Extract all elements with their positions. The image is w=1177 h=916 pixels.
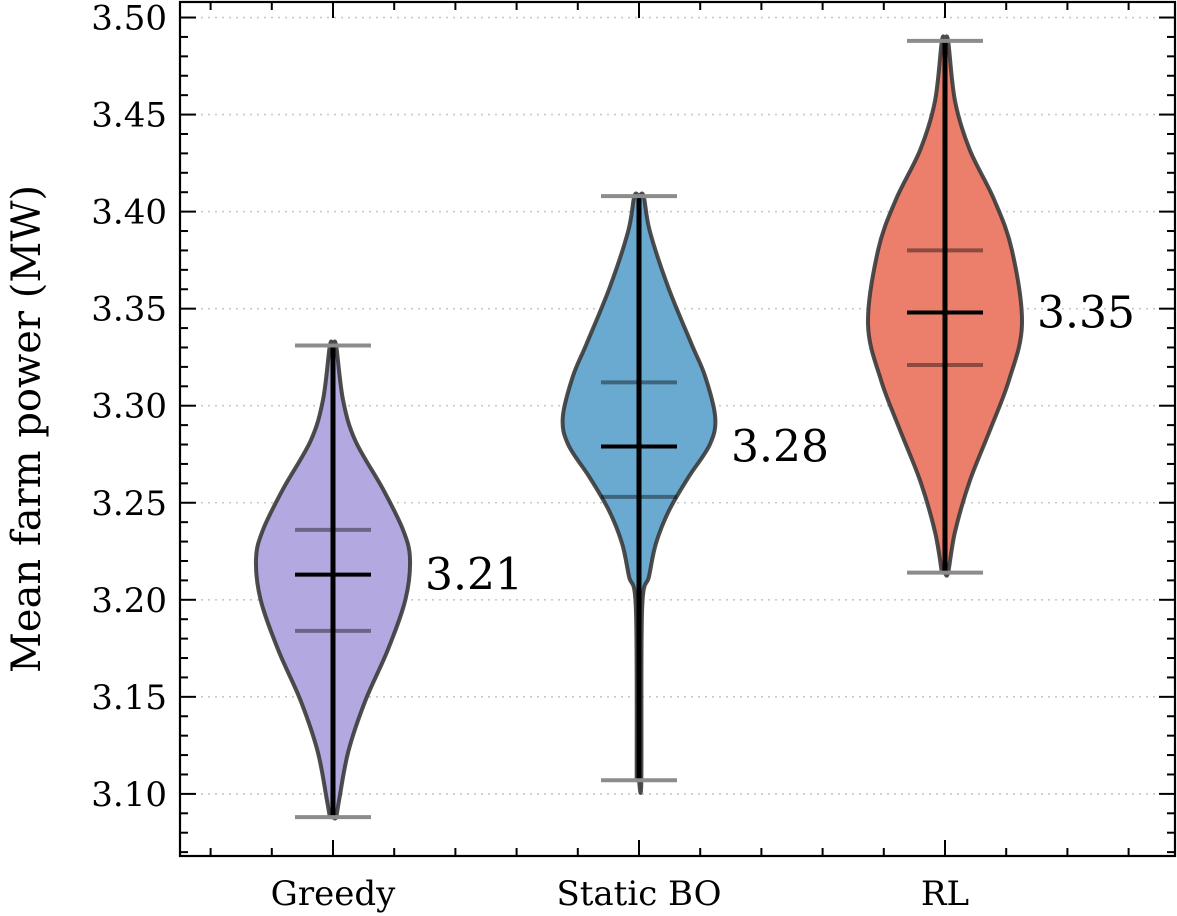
- x-tick-labels: Greedy Static BO RL: [271, 874, 969, 914]
- y-tick-label: 3.45: [91, 96, 167, 136]
- x-tick-label: Static BO: [556, 874, 721, 914]
- median-annotations: 3.21 3.28 3.35: [425, 288, 1135, 601]
- y-tick-label: 3.25: [91, 484, 167, 524]
- median-annotation: 3.35: [1037, 288, 1135, 339]
- y-tick-label: 3.50: [91, 0, 167, 39]
- y-tick-label: 3.35: [91, 290, 167, 330]
- y-tick-label: 3.40: [91, 193, 167, 233]
- y-tick-label: 3.10: [91, 775, 167, 815]
- median-annotation: 3.21: [425, 550, 523, 601]
- y-tick-label: 3.30: [91, 387, 167, 427]
- x-tick-label: RL: [921, 874, 969, 914]
- x-tick-label: Greedy: [271, 874, 396, 914]
- y-tick-labels: 3.10 3.15 3.20 3.25 3.30 3.35 3.40 3.45 3.50: [91, 0, 167, 815]
- axis-ticks: [180, 2, 1175, 856]
- plot-frame: [178, 0, 1177, 858]
- violin-statistics: [295, 38, 983, 820]
- y-tick-label: 3.20: [91, 581, 167, 621]
- median-annotation: 3.28: [731, 421, 829, 472]
- y-tick-label: 3.15: [91, 678, 167, 718]
- y-axis-label: Mean farm power (MW): [4, 185, 50, 673]
